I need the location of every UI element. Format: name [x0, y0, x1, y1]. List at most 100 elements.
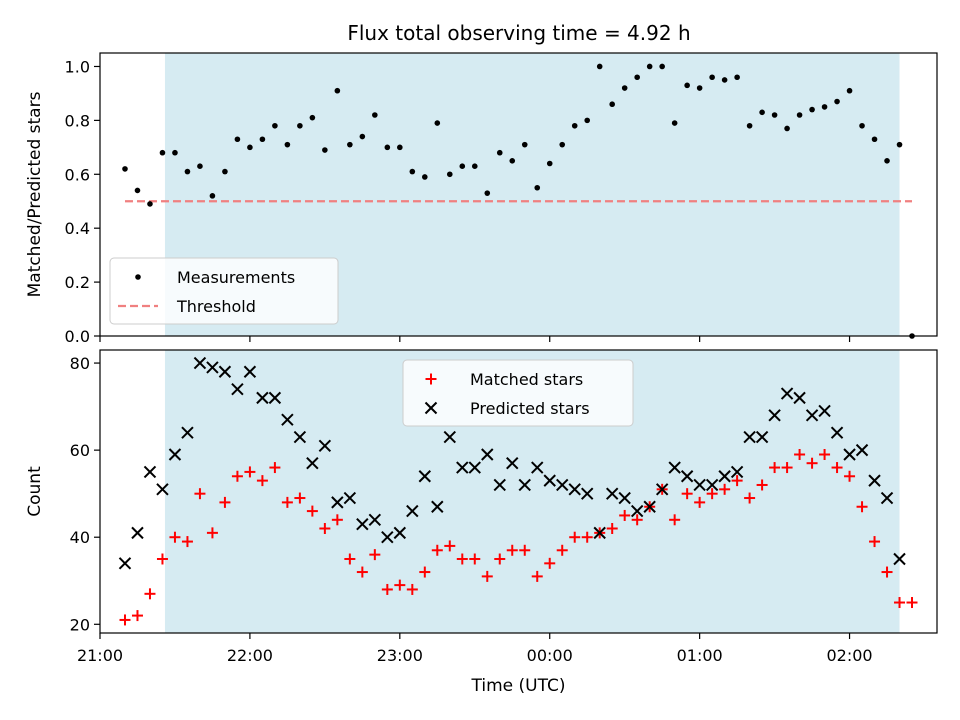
data-point: [596, 63, 603, 70]
data-point: [781, 462, 793, 474]
data-point: [119, 614, 131, 626]
data-point: [769, 462, 781, 474]
data-point: [843, 448, 856, 461]
data-point: [880, 491, 894, 505]
data-point: [818, 404, 831, 418]
chart-title: Flux total observing time = 4.92 h: [347, 21, 690, 45]
data-point: [381, 531, 394, 544]
data-point: [571, 122, 578, 129]
data-point: [318, 439, 332, 452]
data-point: [743, 430, 756, 444]
data-point: [418, 470, 432, 483]
data-point: [406, 504, 419, 518]
data-point: [719, 483, 731, 495]
data-point: [534, 184, 541, 191]
data-point: [456, 553, 468, 565]
data-point: [181, 536, 193, 548]
data-point: [680, 470, 694, 483]
data-point: [684, 82, 690, 89]
data-point: [855, 443, 869, 457]
data-point: [481, 448, 494, 461]
data-point: [893, 552, 906, 566]
data-point: [581, 531, 593, 543]
data-point: [344, 553, 356, 565]
data-point: [322, 147, 328, 153]
data-point: [730, 465, 744, 479]
data-point: [693, 478, 706, 492]
data-point: [546, 160, 553, 167]
data-point: [569, 531, 581, 543]
data-point: [359, 133, 366, 140]
data-point: [384, 144, 391, 151]
data-point: [871, 136, 878, 143]
data-point: [319, 523, 331, 535]
data-point: [609, 101, 615, 108]
data-point: [771, 112, 778, 118]
legend-label: Threshold: [176, 297, 256, 316]
data-point: [422, 174, 428, 180]
data-point: [184, 168, 191, 175]
data-point: [509, 158, 516, 164]
legend-label: Matched stars: [470, 370, 583, 389]
data-point: [347, 141, 353, 148]
data-point: [172, 149, 178, 156]
data-point: [859, 122, 865, 129]
data-point: [671, 120, 678, 126]
series-predicted-stars: [118, 356, 906, 570]
data-point: [356, 517, 369, 531]
data-point: [256, 475, 268, 487]
data-point: [819, 448, 831, 460]
data-point: [231, 382, 244, 396]
data-point: [768, 409, 781, 422]
legend: Matched stars Predicted stars: [402, 359, 634, 427]
data-point: [397, 144, 403, 151]
y-tick-label: 20: [70, 615, 90, 634]
data-point: [193, 356, 207, 370]
legend-entry: Measurements: [135, 268, 295, 287]
data-point: [194, 488, 206, 500]
data-point: [706, 488, 718, 500]
data-point: [709, 74, 715, 81]
data-point: [406, 583, 418, 595]
data-point: [331, 496, 344, 509]
series-measurements: [122, 63, 915, 339]
data-point: [618, 491, 631, 505]
data-point: [894, 597, 906, 609]
data-point: [281, 496, 293, 508]
data-point: [655, 483, 669, 496]
data-point: [605, 487, 619, 500]
data-point: [159, 149, 166, 156]
y-axis-label: Count: [25, 466, 45, 517]
data-point: [331, 514, 343, 526]
data-point: [634, 74, 640, 81]
y-tick-label: 0.8: [65, 111, 90, 130]
data-point: [281, 413, 294, 426]
data-point: [619, 509, 631, 521]
data-point: [868, 474, 881, 487]
x-tick-label: 22:00: [227, 646, 273, 665]
data-point: [755, 430, 769, 444]
x-tick-label: 02:00: [826, 646, 872, 665]
data-point: [219, 496, 231, 508]
y-tick-label: 80: [70, 354, 90, 373]
data-point: [434, 120, 441, 126]
data-point: [518, 478, 531, 492]
data-point: [143, 465, 157, 479]
data-point: [256, 391, 269, 405]
data-point: [881, 566, 893, 578]
data-point: [444, 540, 456, 552]
data-point: [156, 483, 169, 496]
data-point: [556, 544, 568, 556]
data-point: [759, 109, 765, 116]
data-point: [369, 549, 381, 561]
data-point: [244, 466, 256, 478]
x-tick-label: 21:00: [77, 646, 123, 665]
data-point: [456, 461, 469, 474]
data-point: [734, 74, 740, 81]
data-point: [834, 98, 840, 105]
data-point: [681, 488, 693, 500]
data-point: [306, 505, 318, 517]
data-point: [147, 201, 153, 207]
data-point: [746, 122, 753, 129]
